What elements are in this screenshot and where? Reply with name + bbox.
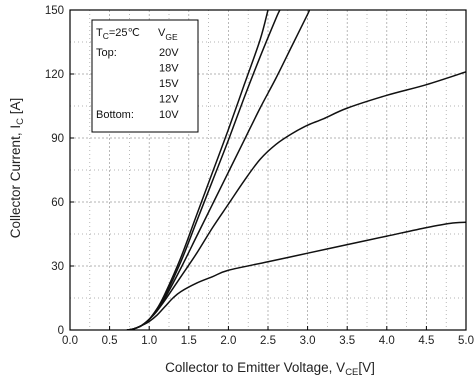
legend-row-value: 18V — [159, 63, 179, 75]
legend-row-value: 15V — [159, 78, 179, 90]
x-tick-label: 1.5 — [181, 335, 197, 347]
x-tick-label: 2.5 — [260, 335, 276, 347]
legend-row-value: 10V — [159, 109, 179, 121]
y-tick-label: 60 — [51, 197, 64, 209]
legend-row-label: Top: — [96, 47, 117, 59]
x-tick-label: 0.0 — [62, 335, 78, 347]
y-tick-label: 0 — [58, 325, 64, 337]
legend-row-label: Bottom: — [96, 109, 134, 121]
legend-box — [91, 19, 199, 133]
y-tick-label: 120 — [45, 69, 64, 81]
series-line-12v — [126, 71, 466, 330]
series-line-10v — [126, 221, 466, 330]
x-tick-label: 1.0 — [141, 335, 157, 347]
y-tick-label: 30 — [51, 261, 64, 273]
x-tick-label: 4.5 — [418, 335, 434, 347]
x-tick-label: 3.5 — [339, 335, 355, 347]
x-tick-label: 0.5 — [102, 335, 118, 347]
legend-vge-header: VGE — [158, 27, 178, 42]
legend-temperature: TC=25℃ — [96, 27, 140, 41]
legend: TC=25℃ VGE Top: 20V 18V 15V 12V Bottom: 10V — [91, 19, 199, 133]
axis-ticks: 0.0 0.5 1.0 1.5 2.0 2.5 3.0 3.5 4.0 4.5 5.0 0 30 60 90… — [45, 5, 474, 347]
x-axis-label: Collector to Emitter Voltage, VCE[V] — [165, 360, 375, 378]
x-tick-label: 2.0 — [220, 335, 236, 347]
y-axis-label: Collector Current, IC [A] — [8, 98, 26, 238]
series-lines — [126, 10, 466, 330]
y-tick-label: 90 — [51, 133, 64, 145]
x-tick-label: 5.0 — [458, 335, 474, 347]
legend-row-value: 12V — [159, 94, 179, 106]
legend-row-value: 20V — [159, 47, 179, 59]
legend-rows: Top: 20V 18V 15V 12V Bottom: 10V — [96, 47, 179, 121]
x-tick-label: 3.0 — [300, 335, 316, 347]
x-tick-label: 4.0 — [379, 335, 395, 347]
y-tick-label: 150 — [45, 5, 64, 17]
